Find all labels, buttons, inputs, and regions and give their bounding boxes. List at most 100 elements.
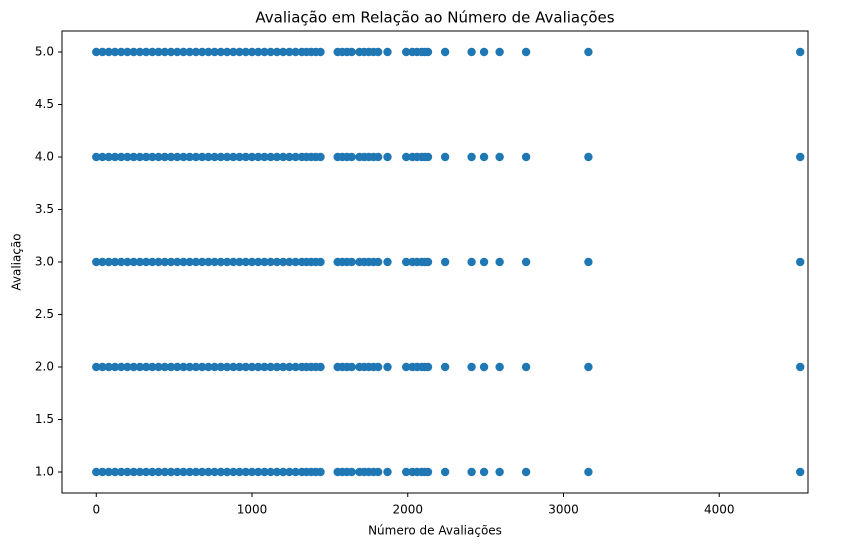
point	[166, 47, 176, 57]
point	[222, 362, 232, 372]
y-tick-label: 3.0	[35, 255, 54, 269]
point	[222, 47, 232, 57]
point	[285, 362, 294, 372]
point	[285, 152, 294, 162]
point	[98, 257, 107, 267]
point	[260, 257, 269, 267]
x-tick-label: 1000	[237, 503, 268, 517]
point	[796, 152, 805, 162]
point	[401, 467, 411, 477]
point	[135, 257, 145, 267]
point	[154, 152, 163, 162]
point	[160, 362, 169, 372]
point	[123, 362, 132, 372]
point	[254, 47, 263, 57]
y-tick-label: 5.0	[35, 45, 54, 59]
point	[272, 257, 282, 267]
point	[495, 152, 504, 162]
point	[254, 362, 263, 372]
point	[185, 362, 194, 372]
point	[235, 467, 244, 477]
point	[116, 362, 126, 372]
point	[479, 47, 489, 57]
point	[423, 362, 433, 372]
point	[383, 257, 392, 267]
point	[401, 257, 411, 267]
point	[191, 257, 201, 267]
point	[383, 467, 392, 477]
point	[160, 467, 169, 477]
point	[154, 362, 163, 372]
point	[166, 467, 176, 477]
point	[467, 467, 476, 477]
point	[210, 257, 219, 267]
point	[185, 467, 194, 477]
point	[247, 467, 257, 477]
point	[148, 467, 157, 477]
point	[98, 467, 107, 477]
point	[584, 152, 593, 162]
point	[423, 467, 433, 477]
point	[440, 152, 450, 162]
point	[479, 467, 489, 477]
point	[160, 257, 169, 267]
point	[272, 467, 282, 477]
point	[185, 47, 194, 57]
point	[98, 362, 107, 372]
point	[179, 47, 188, 57]
point	[216, 362, 226, 372]
point	[291, 467, 300, 477]
y-tick-label: 4.0	[35, 150, 54, 164]
point	[423, 257, 433, 267]
y-tick-label: 2.5	[35, 307, 54, 321]
point	[191, 47, 201, 57]
point	[173, 467, 182, 477]
point	[584, 257, 593, 267]
point	[216, 467, 226, 477]
point	[278, 362, 288, 372]
point	[373, 47, 383, 57]
point	[266, 47, 275, 57]
point	[247, 362, 257, 372]
point	[278, 152, 288, 162]
point	[584, 47, 593, 57]
point	[266, 467, 275, 477]
point	[216, 257, 226, 267]
point	[216, 47, 226, 57]
point	[197, 467, 207, 477]
point	[401, 152, 411, 162]
point	[104, 257, 113, 267]
point	[197, 152, 207, 162]
point	[160, 47, 169, 57]
point	[285, 47, 294, 57]
point	[247, 47, 257, 57]
point	[148, 152, 157, 162]
point	[222, 467, 232, 477]
point	[241, 257, 250, 267]
point	[495, 362, 504, 372]
point	[210, 47, 219, 57]
point	[260, 362, 269, 372]
point	[796, 362, 805, 372]
point	[278, 467, 288, 477]
point	[260, 467, 269, 477]
point	[347, 152, 356, 162]
point	[229, 362, 238, 372]
point	[154, 47, 163, 57]
point	[222, 152, 232, 162]
point	[401, 362, 411, 372]
point	[291, 257, 300, 267]
point	[110, 467, 120, 477]
point	[123, 152, 132, 162]
point	[440, 257, 450, 267]
x-tick-label: 4000	[704, 503, 735, 517]
point	[467, 47, 476, 57]
point	[166, 362, 176, 372]
point	[135, 467, 145, 477]
y-tick-label: 4.5	[35, 97, 54, 111]
point	[272, 362, 282, 372]
point	[373, 257, 383, 267]
point	[241, 362, 250, 372]
point	[166, 257, 176, 267]
point	[266, 257, 275, 267]
